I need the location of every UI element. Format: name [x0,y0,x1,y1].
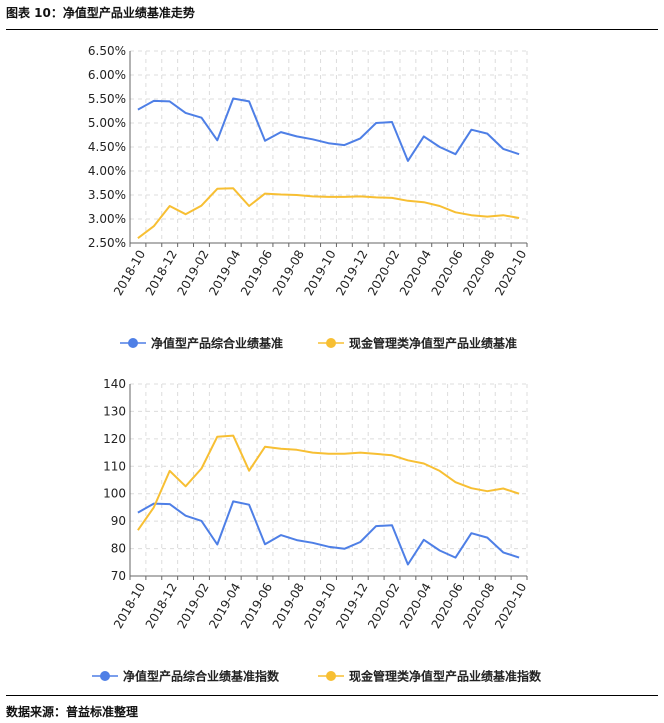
y-tick-label: 70 [111,569,126,583]
figure-title: 图表 10：净值型产品业绩基准走势 [6,6,195,20]
y-tick-label: 90 [111,514,126,528]
y-tick-label: 120 [103,432,126,446]
series-line-2 [137,434,520,531]
legend-label: 净值型产品综合业绩基准指数 [123,669,280,684]
series-line-2 [137,187,520,239]
y-tick-label: 4.00% [88,164,126,178]
y-tick-label: 130 [103,404,126,418]
legend-item-2[interactable]: 现金管理类净值型产品业绩基准指数 [318,669,542,684]
legend-label: 净值型产品综合业绩基准 [151,336,283,351]
legend-label: 现金管理类净值型产品业绩基准 [349,336,517,351]
legend-marker [326,671,336,681]
legend-label: 现金管理类净值型产品业绩基准指数 [349,669,542,684]
legend-marker [128,338,138,348]
top-rule [6,29,658,30]
y-tick-label: 100 [103,487,126,501]
y-tick-label: 5.00% [88,116,126,130]
y-tick-label: 5.50% [88,92,126,106]
y-tick-label: 3.50% [88,188,126,202]
series-line-1 [137,97,520,162]
y-tick-label: 3.00% [88,212,126,226]
y-tick-label: 80 [111,542,126,556]
chart-benchmark-index: 1401301201101009080702018-102018-122019-… [92,377,542,684]
x-tick-label: 2020-10 [492,581,529,631]
y-tick-label: 6.00% [88,68,126,82]
legend-item-2[interactable]: 现金管理类净值型产品业绩基准 [318,336,517,351]
legend-item-1[interactable]: 净值型产品综合业绩基准 [120,336,283,351]
y-tick-label: 6.50% [88,44,126,58]
y-tick-label: 4.50% [88,140,126,154]
y-tick-label: 2.50% [88,236,126,250]
legend-marker [326,338,336,348]
bottom-rule [6,695,658,696]
y-tick-label: 110 [103,459,126,473]
legend-marker [100,671,110,681]
source-note: 数据来源：普益标准整理 [6,705,139,719]
series-line-1 [137,500,520,566]
chart-benchmark-rate: 6.50% 6.00% 5.50% 5.00% 4.50% 4.00% 3.50% 3.00%… [88,44,529,351]
legend-item-1[interactable]: 净值型产品综合业绩基准指数 [92,669,280,684]
y-tick-label: 140 [103,377,126,391]
